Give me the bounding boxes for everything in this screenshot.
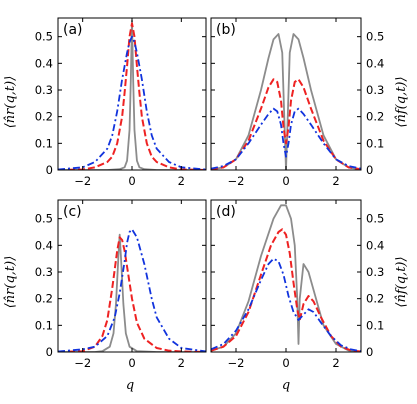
x-tick-label: 2 [178, 174, 185, 188]
series-line-gray [58, 19, 206, 170]
y-tick-label: 0 [366, 163, 373, 177]
y-tick-label: 0.1 [35, 136, 53, 150]
panel-label: (c) [63, 204, 82, 220]
y-tick-label: 0.4 [366, 238, 384, 252]
series-line-gray [211, 33, 361, 170]
y-tick-label: 0 [46, 163, 53, 177]
panel-label: (d) [216, 204, 236, 220]
series-line-blue [211, 107, 361, 170]
y-tick-label: 0.3 [35, 83, 53, 97]
plot-frame [57, 199, 207, 353]
y-tick-label: 0.3 [35, 265, 53, 279]
x-tick-label: 0 [128, 356, 135, 370]
series-line-gray [211, 204, 361, 352]
xlabel-right: q [282, 378, 290, 393]
y-tick-label: 0.5 [366, 30, 384, 44]
plot-frame [210, 199, 362, 353]
panel-d: −2 0 2 0 0.1 0.2 0.3 0.4 0.5 (d) [210, 199, 384, 370]
x-tick-label: 0 [282, 174, 289, 188]
right-ylabel-top: ⟨n̂f(q,t)⟩ [394, 76, 409, 127]
y-tick-label: 0.2 [366, 292, 384, 306]
y-tick-label: 0.1 [366, 136, 384, 150]
x-tick-label: 2 [178, 356, 185, 370]
y-tick-label: 0.4 [35, 238, 53, 252]
left-ylabel-bottom: ⟨n̂r(q,t)⟩ [3, 256, 18, 309]
series-line-red [58, 22, 206, 170]
series-line-blue [58, 35, 206, 170]
x-tick-label: −2 [74, 174, 91, 188]
panel-b: −2 0 2 0 0.1 0.2 0.3 0.4 0.5 (b) [210, 17, 384, 188]
y-tick-label: 0.2 [366, 110, 384, 124]
x-tick-label: −2 [228, 356, 245, 370]
y-tick-label: 0.1 [35, 318, 53, 332]
series-line-red [211, 78, 361, 170]
y-tick-label: 0.3 [366, 265, 384, 279]
panel-c: −2 0 2 0 0.1 0.2 0.3 0.4 0.5 (c) [35, 199, 207, 370]
panel-a: −2 0 2 0 0.1 0.2 0.3 0.4 0.5 (a) [35, 17, 207, 188]
x-tick-label: 2 [332, 174, 339, 188]
y-tick-label: 0.5 [366, 212, 384, 226]
y-tick-label: 0.5 [35, 212, 53, 226]
y-tick-label: 0.1 [366, 318, 384, 332]
right-ylabel-bottom: ⟨n̂f(q,t)⟩ [394, 256, 409, 307]
y-tick-label: 0.2 [35, 292, 53, 306]
x-tick-label: 2 [332, 356, 339, 370]
panel-label: (b) [216, 22, 236, 38]
y-tick-label: 0 [46, 345, 53, 359]
series-line-blue [58, 228, 206, 352]
y-tick-label: 0.5 [35, 30, 53, 44]
x-tick-label: 0 [128, 174, 135, 188]
y-tick-label: 0 [366, 345, 373, 359]
xlabel-left: q [126, 378, 134, 393]
y-tick-label: 0.4 [366, 56, 384, 70]
x-tick-label: −2 [74, 356, 91, 370]
x-tick-label: −2 [228, 174, 245, 188]
left-ylabel-top: ⟨n̂r(q,t)⟩ [3, 76, 18, 129]
panel-label: (a) [63, 22, 83, 38]
series-line-red [58, 236, 206, 352]
series-line-blue [211, 257, 361, 352]
x-tick-label: 0 [282, 356, 289, 370]
y-tick-label: 0.2 [35, 110, 53, 124]
series-line-gray [58, 233, 206, 352]
series-line-red [211, 228, 361, 352]
y-tick-label: 0.4 [35, 56, 53, 70]
y-tick-label: 0.3 [366, 83, 384, 97]
